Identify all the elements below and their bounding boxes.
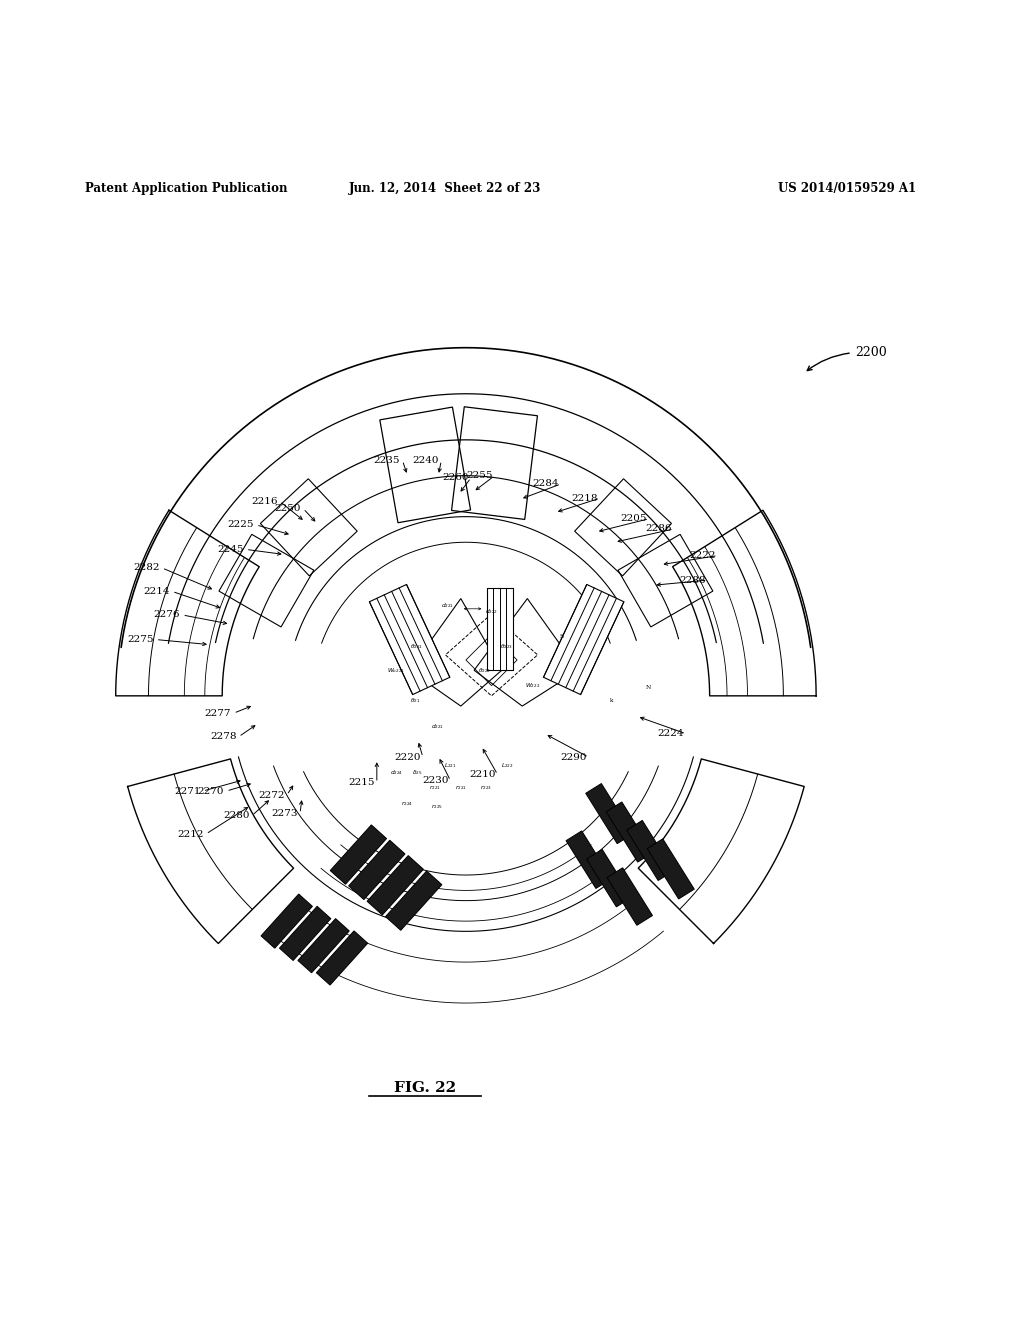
Text: US 2014/0159529 A1: US 2014/0159529 A1 (778, 182, 916, 195)
Polygon shape (330, 825, 387, 884)
Polygon shape (487, 589, 512, 671)
Text: 2224: 2224 (657, 729, 684, 738)
Text: 2276: 2276 (154, 610, 180, 619)
Text: $r_{223}$: $r_{223}$ (480, 784, 493, 792)
Text: 2230: 2230 (422, 776, 449, 785)
Text: S: S (559, 634, 563, 639)
Polygon shape (280, 907, 331, 961)
Text: 2220: 2220 (394, 752, 421, 762)
Text: $\theta_{221}$: $\theta_{221}$ (411, 643, 423, 651)
Text: $L_{222}$: $L_{222}$ (501, 762, 513, 770)
Text: 2240: 2240 (413, 455, 439, 465)
Text: $\theta_{223}$: $\theta_{223}$ (501, 643, 513, 651)
Text: 2288: 2288 (679, 576, 706, 585)
Text: 2245: 2245 (217, 545, 244, 554)
Text: k: k (609, 698, 613, 704)
Polygon shape (544, 585, 624, 694)
Text: 2235: 2235 (374, 455, 400, 465)
Text: $W_{222}$: $W_{222}$ (525, 681, 540, 690)
Text: 2260: 2260 (442, 474, 469, 482)
Polygon shape (566, 830, 611, 888)
Text: 2284: 2284 (532, 479, 559, 488)
Text: 2222: 2222 (689, 550, 716, 560)
Text: Jun. 12, 2014  Sheet 22 of 23: Jun. 12, 2014 Sheet 22 of 23 (349, 182, 542, 195)
Polygon shape (316, 931, 368, 985)
Text: 2270: 2270 (198, 787, 224, 796)
Text: 2210: 2210 (469, 770, 496, 779)
Text: $d_{221}$: $d_{221}$ (441, 602, 454, 610)
Text: $d_{222}$: $d_{222}$ (485, 607, 498, 616)
Text: 2250: 2250 (274, 504, 301, 513)
Polygon shape (627, 821, 674, 880)
Text: 2216: 2216 (251, 496, 278, 506)
Text: 2255: 2255 (466, 471, 493, 480)
Text: 2278: 2278 (210, 733, 237, 742)
Polygon shape (607, 867, 652, 925)
Polygon shape (587, 849, 632, 907)
Text: 2215: 2215 (348, 779, 375, 787)
Text: 2214: 2214 (143, 587, 170, 595)
Text: $r_{221}$: $r_{221}$ (455, 784, 467, 792)
Text: 2286: 2286 (645, 524, 672, 533)
Polygon shape (385, 871, 442, 931)
Text: 2225: 2225 (227, 520, 254, 529)
Text: $d_{221}$: $d_{221}$ (431, 722, 443, 731)
Text: $W_{b221}$: $W_{b221}$ (387, 665, 406, 675)
Text: $L_{221}$: $L_{221}$ (444, 762, 457, 770)
Text: Patent Application Publication: Patent Application Publication (85, 182, 288, 195)
Text: 2271: 2271 (174, 787, 201, 796)
Text: $\theta_{21}$: $\theta_{21}$ (410, 697, 420, 705)
Text: $d_{224}$: $d_{224}$ (390, 768, 402, 777)
Text: 2290: 2290 (560, 752, 587, 762)
Text: N: N (645, 685, 651, 690)
Polygon shape (647, 838, 694, 899)
Text: 2273: 2273 (271, 809, 298, 818)
Text: 2282: 2282 (133, 564, 160, 573)
Text: 2275: 2275 (127, 635, 154, 644)
Text: $r_{221}$: $r_{221}$ (429, 784, 441, 792)
Polygon shape (586, 784, 633, 843)
Text: 2218: 2218 (571, 494, 598, 503)
Text: 2200: 2200 (855, 346, 887, 359)
Text: $\delta_{25}$: $\delta_{25}$ (412, 768, 422, 777)
Text: $r_{225}$: $r_{225}$ (431, 803, 443, 810)
Polygon shape (606, 803, 653, 862)
Text: $\theta_{222}$: $\theta_{222}$ (478, 665, 490, 675)
Text: 2272: 2272 (258, 791, 285, 800)
Text: $r_{224}$: $r_{224}$ (400, 799, 413, 808)
Text: FIG. 22: FIG. 22 (394, 1081, 456, 1096)
Polygon shape (370, 585, 450, 694)
Polygon shape (367, 855, 424, 915)
Polygon shape (298, 919, 349, 973)
Polygon shape (261, 894, 312, 948)
Text: 2280: 2280 (223, 812, 250, 820)
Polygon shape (348, 841, 406, 900)
Text: 2212: 2212 (177, 829, 204, 838)
Text: 2205: 2205 (621, 515, 647, 523)
Text: 2277: 2277 (205, 709, 231, 718)
